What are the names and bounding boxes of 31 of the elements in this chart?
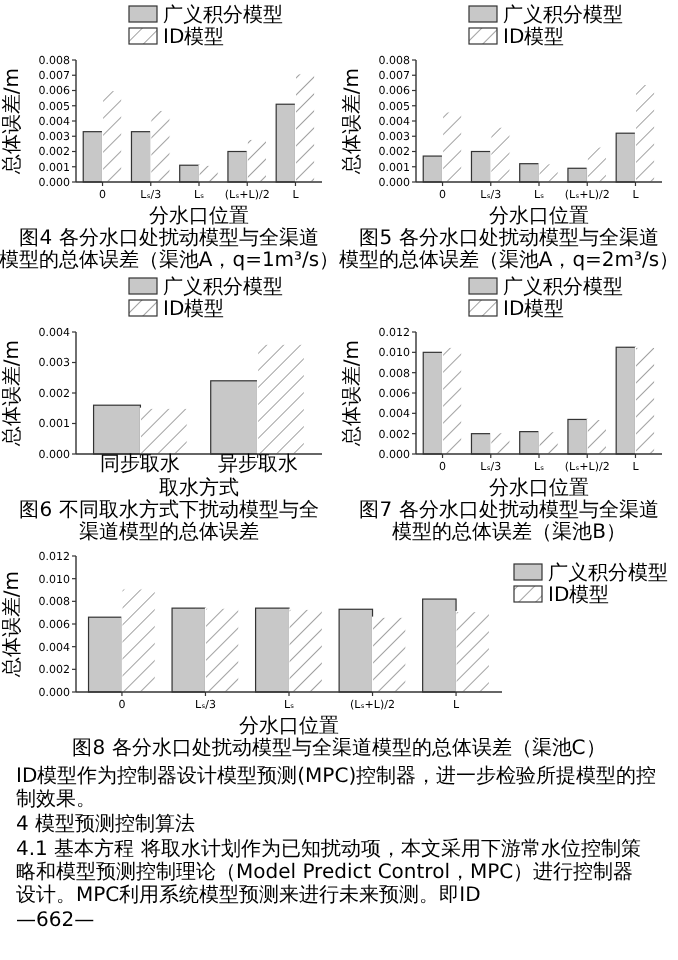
caption: 图5 各分水口处扰动模型与全渠道模型的总体误差（渠池A，q=2m³/s） xyxy=(338,226,678,272)
legend-label: ID模型 xyxy=(163,25,225,49)
legend-label: ID模型 xyxy=(548,583,610,607)
x-axis-title: 取水方式 xyxy=(159,476,239,500)
text: 4.1 基本方程 将取水计划作为已知扰动项，本文采用下游常水位控制策略和模型预测控制理论（Model Predict Control，MPC）进行控制器设计。MPC利用系统模型预测来进行未来预测。即ID xyxy=(16,837,641,907)
x-tick-label: 异步取水 xyxy=(217,452,298,476)
x-axis-title: 分水口位置 xyxy=(149,204,249,228)
legend-label: ID模型 xyxy=(503,297,565,321)
y-axis-title: 总体误差/m xyxy=(0,339,24,449)
caption: 图7 各分水口处扰动模型与全渠道模型的总体误差（渠池B） xyxy=(359,498,659,544)
x-axis-title: 分水口位置 xyxy=(489,476,589,500)
text: 4 模型预测控制算法 xyxy=(16,812,196,836)
legend-label: 广义积分模型 xyxy=(548,561,668,585)
text: ID模型作为控制器设计模型预测(MPC)控制器，进一步检验所提模型的控制效果。 xyxy=(16,764,657,811)
caption: 图6 不同取水方式下扰动模型与全渠道模型的总体误差 xyxy=(19,498,319,544)
y-axis-title: 总体误差/m xyxy=(0,67,24,177)
bar xyxy=(371,616,407,693)
x-axis-title: 分水口位置 xyxy=(489,204,589,228)
y-axis-title: 总体误差/m xyxy=(340,67,364,177)
caption: 图8 各分水口处扰动模型与全渠道模型的总体误差（渠池C） xyxy=(72,736,606,760)
legend-label: 广义积分模型 xyxy=(503,3,623,27)
x-tick-label: 同步取水 xyxy=(100,452,181,476)
text: —662— xyxy=(16,910,95,932)
legend-label: 广义积分模型 xyxy=(503,275,623,299)
y-axis-title: 总体误差/m xyxy=(0,570,24,680)
legend-label: 广义积分模型 xyxy=(163,275,283,299)
x-axis-title: 分水口位置 xyxy=(239,714,339,738)
legend-label: ID模型 xyxy=(163,297,225,321)
legend-label: ID模型 xyxy=(503,25,565,49)
legend-label: 广义积分模型 xyxy=(163,3,283,27)
y-axis-title: 总体误差/m xyxy=(340,339,364,449)
